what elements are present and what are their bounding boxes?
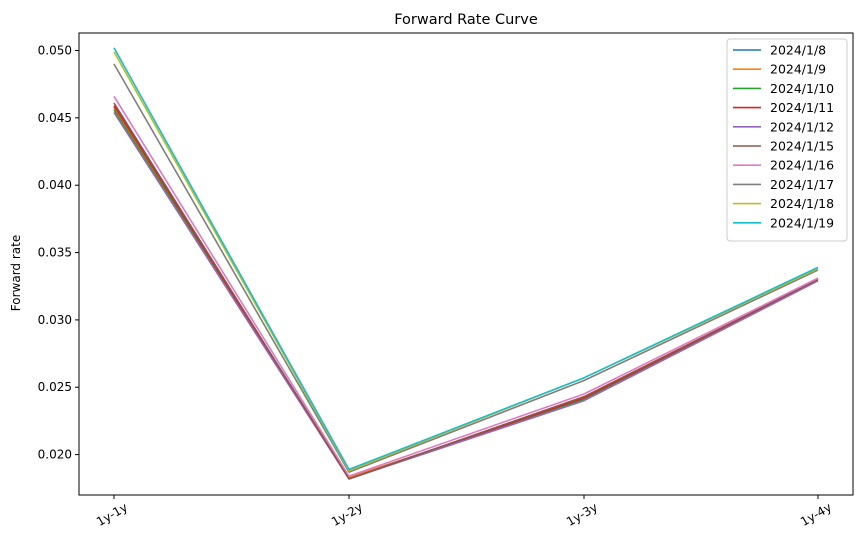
legend-box [726, 38, 848, 242]
legend-entry-label: 2024/1/10 [770, 81, 834, 96]
y-tick-label: 0.050 [38, 44, 72, 58]
legend-entry-label: 2024/1/8 [770, 43, 826, 58]
y-axis-ticks: 0.020 0.025 0.030 0.035 0.040 0.045 0.050 [38, 44, 79, 462]
series-lines [113, 47, 819, 480]
y-axis-label: Forward rate [9, 235, 23, 311]
series-line-2024-1-12 [113, 112, 819, 480]
series-line-2024-1-18 [113, 51, 819, 472]
legend-entry-label: 2024/1/15 [770, 139, 834, 154]
plot-area-frame [78, 32, 854, 496]
x-tick-label: 1y-3y [564, 500, 600, 529]
y-tick-label: 0.045 [38, 111, 72, 125]
y-tick-label: 0.025 [38, 380, 72, 394]
legend: 2024/1/8 2024/1/9 2024/1/10 2024/1/11 2024/1… [726, 38, 848, 242]
legend-entry-label: 2024/1/19 [770, 215, 834, 230]
x-tick-label: 1y-4y [798, 500, 834, 529]
legend-entry-label: 2024/1/17 [770, 177, 834, 192]
legend-entry-label: 2024/1/12 [770, 119, 834, 134]
series-line-2024-1-9 [113, 108, 819, 479]
chart-title: Forward Rate Curve [394, 12, 538, 28]
legend-entry-label: 2024/1/9 [770, 62, 826, 77]
x-axis-ticks: 1y-1y 1y-2y 1y-3y 1y-4y [94, 495, 834, 529]
y-tick-label: 0.035 [38, 246, 72, 260]
legend-entry-label: 2024/1/16 [770, 158, 834, 173]
series-line-2024-1-15 [113, 102, 819, 480]
y-tick-label: 0.040 [38, 178, 72, 192]
series-line-2024-1-8 [113, 106, 819, 479]
series-line-2024-1-17 [113, 63, 819, 473]
x-tick-label: 1y-2y [329, 500, 365, 529]
series-line-2024-1-19 [113, 47, 819, 471]
legend-entry-label: 2024/1/11 [770, 100, 834, 115]
legend-entry-label: 2024/1/18 [770, 196, 834, 211]
y-tick-label: 0.030 [38, 313, 72, 327]
x-tick-label: 1y-1y [94, 500, 130, 529]
y-tick-label: 0.020 [38, 448, 72, 462]
series-line-2024-1-11 [113, 105, 819, 480]
series-line-2024-1-16 [113, 95, 819, 477]
